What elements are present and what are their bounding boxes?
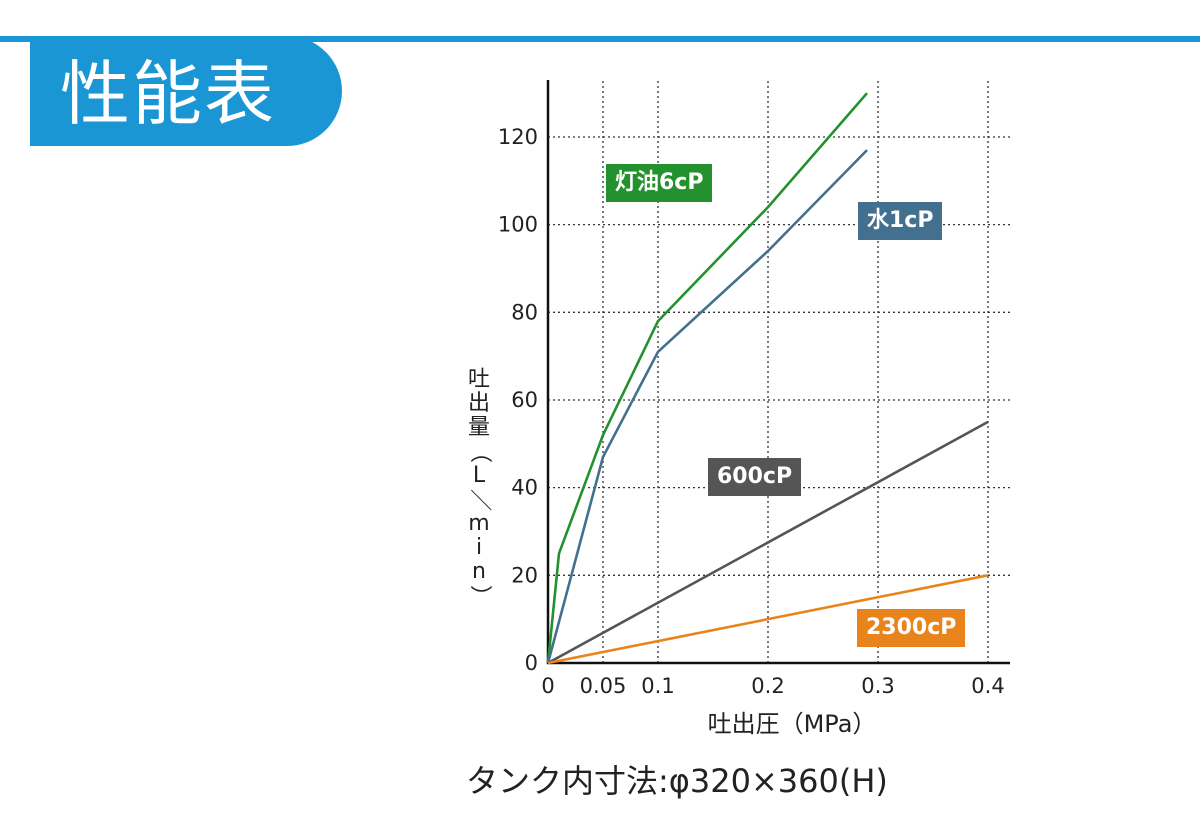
x-tick-label-5: 0.4 bbox=[971, 674, 1004, 698]
x-tick-label-1: 0.05 bbox=[580, 674, 627, 698]
y-tick-label-6: 120 bbox=[498, 125, 538, 149]
y-tick-label-4: 80 bbox=[511, 300, 538, 324]
footer-note: タンク内寸法:φ320×360(H) bbox=[466, 756, 888, 802]
y-tick-label-2: 40 bbox=[511, 476, 538, 500]
y-tick-label-0: 0 bbox=[525, 651, 538, 675]
performance-chart: 0 20 40 60 80 100 120 0 0.05 0.1 0.2 0.3 0.4 吐出圧（MPa… bbox=[0, 0, 1200, 837]
y-axis-title: 吐出量（L ／ m i n） bbox=[462, 368, 496, 608]
y-axis-title-char: ） bbox=[467, 579, 491, 613]
y-tick-label-5: 100 bbox=[498, 213, 538, 237]
page: 性能表 0 20 40 60 80 100 120 0 0.05 0.1 0.2 0.3 0.4 吐出圧… bbox=[0, 0, 1200, 837]
x-axis-title: 吐出圧（MPa） bbox=[708, 710, 877, 738]
series-label-0: 灯油6cP bbox=[606, 164, 712, 202]
y-axis-title-char: 吐 bbox=[462, 368, 496, 392]
y-axis-title-char: （ bbox=[467, 435, 491, 469]
y-axis-title-char: 出 bbox=[462, 392, 496, 416]
series-label-2: 600cP bbox=[708, 458, 801, 496]
series-label-1: 水1cP bbox=[858, 202, 942, 240]
y-tick-label-1: 20 bbox=[511, 563, 538, 587]
y-axis-title-char: ／ bbox=[467, 483, 491, 517]
series-label-3: 2300cP bbox=[857, 609, 965, 647]
x-tick-label-0: 0 bbox=[541, 674, 554, 698]
y-axis-title-char: i bbox=[462, 536, 496, 560]
x-tick-label-4: 0.3 bbox=[861, 674, 894, 698]
series-line-1 bbox=[548, 150, 867, 663]
x-tick-label-2: 0.1 bbox=[641, 674, 674, 698]
y-tick-label-3: 60 bbox=[511, 388, 538, 412]
x-tick-label-3: 0.2 bbox=[751, 674, 784, 698]
